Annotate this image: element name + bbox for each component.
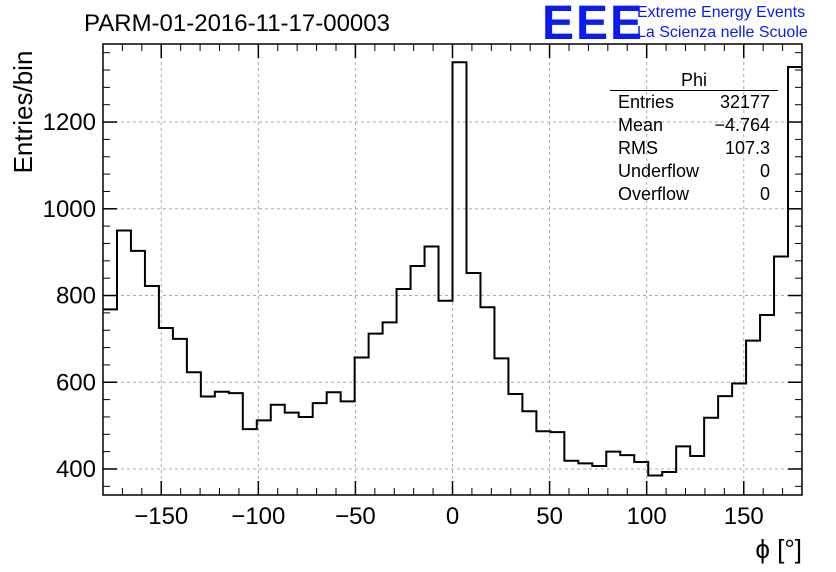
stats-value: 0 [759, 161, 770, 181]
x-tick-label: 150 [724, 503, 764, 530]
x-tick-label: 100 [627, 503, 667, 530]
stats-label: Entries [618, 92, 675, 112]
x-tick-label: −150 [134, 503, 188, 530]
y-tick-label: 400 [56, 456, 96, 483]
stats-row-underflow: Underflow 0 [610, 160, 778, 183]
stats-title: Phi [610, 70, 778, 91]
x-tick-label: −100 [231, 503, 285, 530]
x-axis-label: ϕ [°] [755, 534, 802, 564]
y-axis-label: Entries/bin [8, 51, 38, 174]
brand-line-2: La Scienza nelle Scuole [637, 24, 808, 41]
stats-row-mean: Mean −4.764 [610, 114, 778, 137]
y-tick-label: 800 [56, 283, 96, 310]
histogram-outline [103, 61, 802, 477]
x-tick-label: −50 [335, 503, 376, 530]
eee-logo: EEE [542, 0, 645, 50]
y-tick-label: 1000 [43, 196, 96, 223]
y-tick-label: 600 [56, 369, 96, 396]
stats-label: RMS [618, 138, 658, 158]
stats-value: 0 [759, 184, 770, 204]
stats-row-rms: RMS 107.3 [610, 137, 778, 160]
x-tick-label: 50 [536, 503, 563, 530]
stats-value: 32177 [719, 92, 770, 112]
x-axis-ticks: −150 −100 −50 0 50 100 150 [102, 44, 803, 530]
stats-box: Phi Entries 32177 Mean −4.764 RMS 107.3 … [610, 70, 778, 206]
stats-label: Mean [618, 115, 664, 135]
stats-value: −4.764 [714, 115, 770, 135]
stats-label: Overflow [618, 184, 690, 204]
y-tick-label: 1200 [43, 109, 96, 136]
stats-row-entries: Entries 32177 [610, 91, 778, 114]
stats-value: 107.3 [724, 138, 770, 158]
y-axis-ticks: 400 600 800 1000 1200 [43, 52, 802, 487]
x-tick-label: 0 [446, 503, 459, 530]
chart-title: PARM-01-2016-11-17-00003 [84, 10, 390, 37]
stats-label: Underflow [618, 161, 700, 181]
brand-line-1: Extreme Energy Events [637, 4, 806, 21]
stats-row-overflow: Overflow 0 [610, 183, 778, 206]
